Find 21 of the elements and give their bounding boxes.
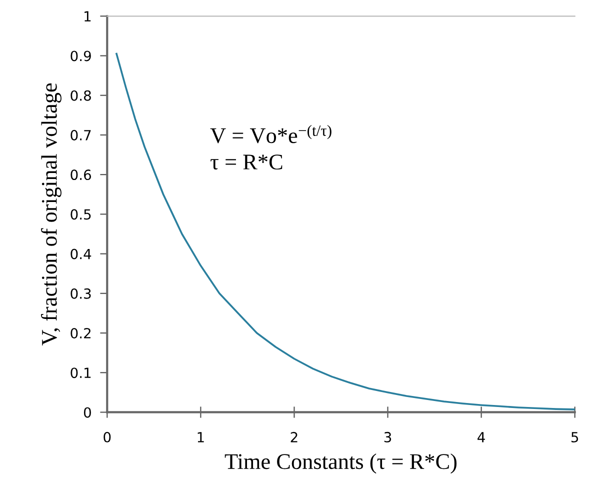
x-axis-title: Time Constants (τ = R*C) xyxy=(224,453,457,474)
y-tick-label: 0.4 xyxy=(70,248,92,260)
y-tick-label: 0.7 xyxy=(70,130,91,140)
y-tick-label: 0.3 xyxy=(70,288,91,299)
x-tick-label: 3 xyxy=(384,432,392,442)
y-tick-label: 0.2 xyxy=(70,328,90,338)
y-axis-title: V, fraction of original voltage xyxy=(41,83,62,346)
y-tick-label: 0.9 xyxy=(70,50,91,62)
text: V = Vo*e$^{−(t/τ)}$ τ = R*C xyxy=(210,124,332,170)
y-tick-label: 0.1 xyxy=(70,368,91,378)
x-tick-label: 4 xyxy=(478,432,485,442)
x-tick-label: 5 xyxy=(571,432,578,442)
x-tick-label: 2 xyxy=(290,432,298,442)
x-tick-label: 1 xyxy=(198,432,204,442)
y-tick-label: 0 xyxy=(84,407,91,418)
line-series xyxy=(116,52,575,410)
y-tick-label: 0.5 xyxy=(70,209,91,220)
y-tick-label: 1 xyxy=(84,11,91,22)
y-tick-label: 0.8 xyxy=(70,90,91,101)
x-tick-label: 0 xyxy=(104,432,111,442)
y-tick-label: 0.6 xyxy=(70,170,91,180)
